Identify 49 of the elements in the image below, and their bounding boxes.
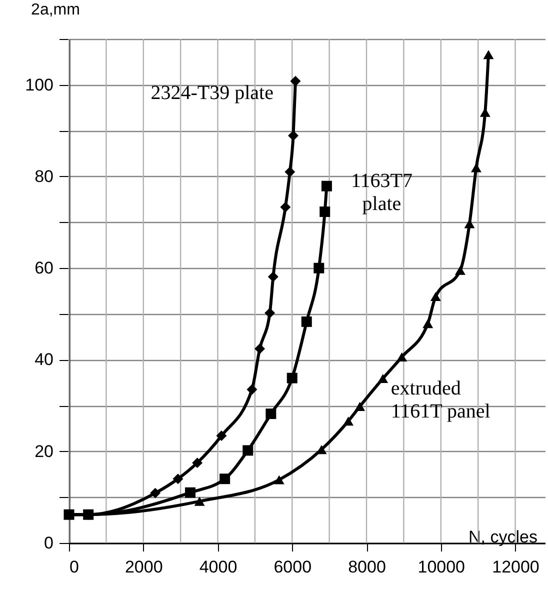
point: [268, 272, 278, 282]
point: [266, 408, 276, 420]
series-label: extruded 1161T panel: [390, 378, 491, 423]
y-tick-label: 80: [34, 166, 54, 186]
point: [274, 475, 284, 484]
point: [194, 496, 205, 506]
point: [172, 474, 184, 484]
point: [422, 318, 434, 328]
y-axis-title: 2a,mm: [31, 2, 80, 18]
point: [483, 50, 494, 60]
point: [343, 416, 354, 426]
point: [150, 488, 161, 498]
x-tick-label: 6000: [274, 558, 312, 576]
point: [280, 202, 291, 212]
point: [290, 76, 301, 86]
point: [184, 487, 196, 498]
point: [321, 180, 332, 192]
x-tick-label: 0: [70, 558, 79, 576]
point: [288, 130, 298, 141]
point: [246, 384, 258, 395]
point: [314, 262, 324, 274]
y-tick-label: 60: [34, 258, 54, 278]
point: [192, 458, 203, 468]
point: [396, 352, 408, 362]
point: [254, 343, 266, 354]
x-tick-label: 2000: [124, 558, 163, 576]
point: [454, 266, 466, 275]
point: [470, 163, 482, 172]
point: [286, 372, 298, 384]
point: [220, 474, 230, 484]
point: [430, 292, 441, 302]
y-tick-label: 0: [44, 534, 54, 552]
point: [242, 445, 254, 456]
series-label: 1163T7 plate: [350, 170, 412, 216]
point: [378, 374, 388, 384]
point: [320, 206, 330, 217]
x-tick-label: 8000: [348, 558, 386, 576]
y-tick-label: 100: [25, 75, 54, 94]
point: [284, 166, 296, 178]
y-tick-label: 40: [34, 350, 54, 370]
x-tick-label: 10000: [418, 558, 466, 576]
series-label: 2324-T39 plate: [150, 82, 274, 104]
point: [216, 430, 227, 442]
x-tick-label: 4000: [199, 558, 238, 576]
point: [354, 402, 366, 412]
y-tick-label: 20: [34, 442, 54, 461]
point: [301, 316, 312, 327]
point: [264, 308, 276, 318]
x-tick-label: 12000: [492, 558, 540, 576]
